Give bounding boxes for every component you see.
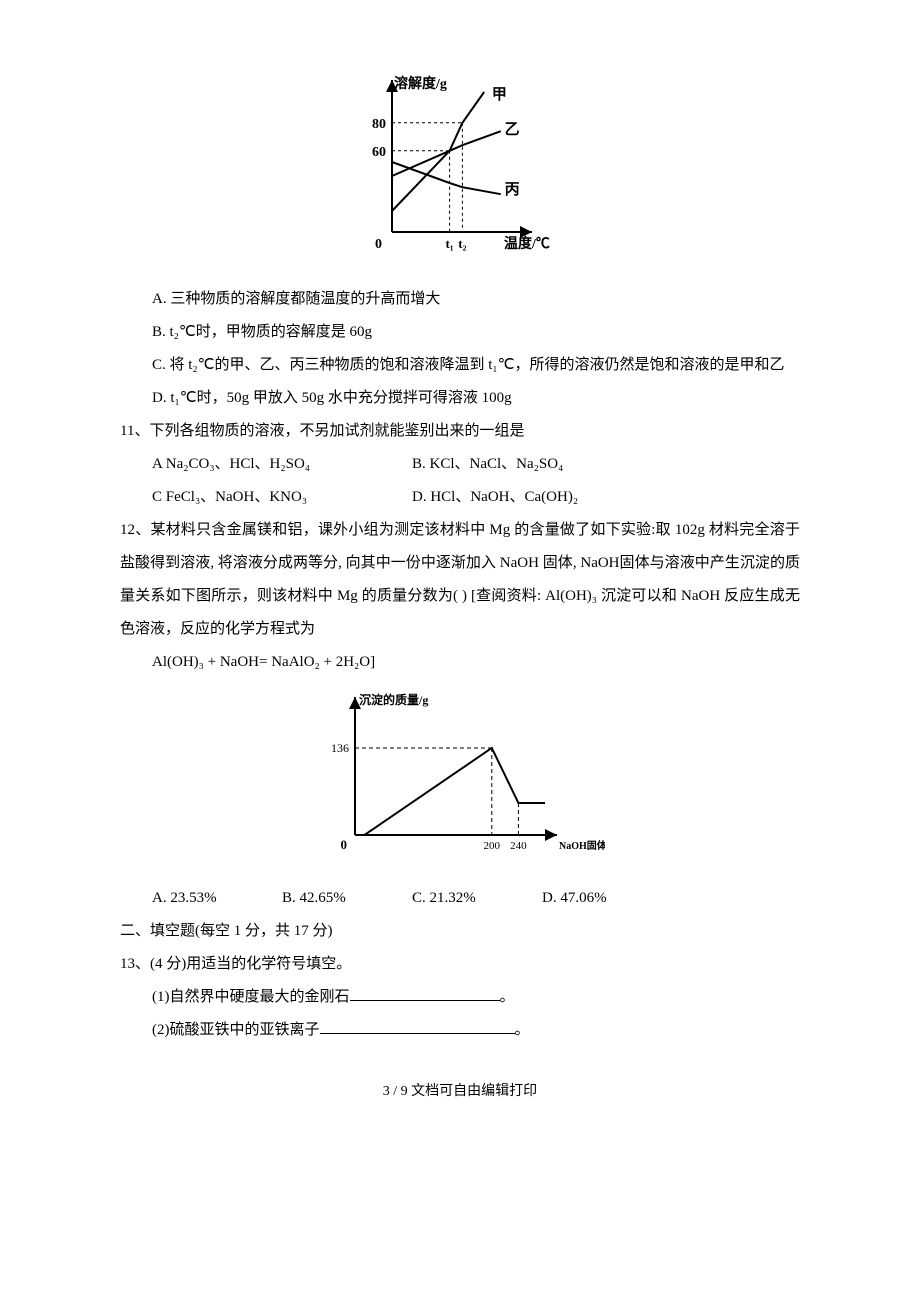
q12-stem-text: 12、某材料只含金属镁和铝，课外小组为测定该材料中 Mg 的含量做了如下实验:取… (120, 522, 800, 637)
page-content: 60 80 t₁ t₂ 0 溶解度/g 温度/℃ 甲乙丙 A. 三种物质的溶解度都随温度的升高… (120, 70, 800, 1047)
q11-stem: 11、下列各组物质的溶液，不另加试剂就能鉴别出来的一组是 (120, 415, 800, 448)
q11-row2: C FeCl₃、NaOH、KNO₃ D. HCl、NaOH、Ca(OH)₂ (120, 481, 800, 514)
page-footer: 3 / 9 文档可自由编辑打印 (120, 1077, 800, 1108)
q13-part1-pre: (1)自然界中硬度最大的金刚石 (152, 989, 350, 1005)
svg-text:甲: 甲 (492, 86, 507, 103)
q11-c-label: C (152, 489, 166, 505)
q11-b-text: KCl、NaCl、Na₂SO₄ (430, 456, 564, 472)
q12-option-b: B. 42.65% (282, 882, 412, 915)
q11-a-label: A (152, 456, 166, 472)
q11-option-d: D. HCl、NaOH、Ca(OH)₂ (412, 481, 672, 514)
solubility-chart-svg: 60 80 t₁ t₂ 0 溶解度/g 温度/℃ 甲乙丙 (350, 70, 570, 260)
q13-part1: (1)自然界中硬度最大的金刚石 。 (120, 981, 800, 1014)
precipitate-chart-svg: 136 200 240 0 沉淀的质量/g NaOH固体/g (315, 689, 605, 859)
q11-option-a: A Na₂CO₃、HCl、H₂SO₄ (152, 448, 412, 481)
svg-text:0: 0 (375, 237, 382, 252)
q10-option-b: B. t₂℃时，甲物质的容解度是 60g (120, 316, 800, 349)
q13-part2-suf: 。 (515, 1022, 530, 1038)
q12-stem: 12、某材料只含金属镁和铝，课外小组为测定该材料中 Mg 的含量做了如下实验:取… (120, 514, 800, 646)
q13-part1-suf: 。 (500, 989, 515, 1005)
svg-text:乙: 乙 (505, 122, 520, 138)
q12-option-a: A. 23.53% (152, 882, 282, 915)
blank-line-1 (350, 986, 500, 1001)
q11-option-c: C FeCl₃、NaOH、KNO₃ (152, 481, 412, 514)
svg-text:0: 0 (341, 837, 348, 852)
q12-equation: Al(OH)₃ + NaOH= NaAlO₂ + 2H₂O] (120, 646, 800, 679)
svg-text:136: 136 (331, 741, 349, 755)
q11-d-text: HCl、NaOH、Ca(OH)₂ (430, 489, 578, 505)
svg-text:t₂: t₂ (458, 236, 466, 251)
chart-precipitate: 136 200 240 0 沉淀的质量/g NaOH固体/g (120, 689, 800, 872)
q10-option-a: A. 三种物质的溶解度都随温度的升高而增大 (120, 283, 800, 316)
svg-text:240: 240 (510, 840, 527, 852)
q11-d-label: D. (412, 489, 430, 505)
q10-option-d: D. t₁℃时，50g 甲放入 50g 水中充分搅拌可得溶液 100g (120, 382, 800, 415)
q13-part2-pre: (2)硫酸亚铁中的亚铁离子 (152, 1022, 320, 1038)
q11-b-label: B. (412, 456, 430, 472)
chart-solubility: 60 80 t₁ t₂ 0 溶解度/g 温度/℃ 甲乙丙 (120, 70, 800, 273)
q11-row1: A Na₂CO₃、HCl、H₂SO₄ B. KCl、NaCl、Na₂SO₄ (120, 448, 800, 481)
q11-a-text: Na₂CO₃、HCl、H₂SO₄ (166, 456, 310, 472)
svg-text:沉淀的质量/g: 沉淀的质量/g (359, 692, 428, 707)
svg-text:NaOH固体/g: NaOH固体/g (559, 839, 605, 852)
q10-option-c: C. 将 t₂℃的甲、乙、丙三种物质的饱和溶液降温到 t₁℃，所得的溶液仍然是饱… (120, 349, 800, 382)
svg-text:溶解度/g: 溶解度/g (394, 75, 447, 92)
q11-option-b: B. KCl、NaCl、Na₂SO₄ (412, 448, 672, 481)
svg-text:温度/℃: 温度/℃ (504, 235, 550, 252)
q12-option-d: D. 47.06% (542, 882, 672, 915)
q13-part2: (2)硫酸亚铁中的亚铁离子 。 (120, 1014, 800, 1047)
svg-text:80: 80 (372, 117, 386, 132)
q12-options: A. 23.53% B. 42.65% C. 21.32% D. 47.06% (120, 882, 800, 915)
svg-text:t₁: t₁ (445, 236, 453, 251)
svg-text:60: 60 (372, 145, 386, 160)
section-2-title: 二、填空题(每空 1 分，共 17 分) (120, 915, 800, 948)
blank-line-2 (320, 1019, 515, 1034)
q13-stem: 13、(4 分)用适当的化学符号填空。 (120, 948, 800, 981)
q11-c-text: FeCl₃、NaOH、KNO₃ (166, 489, 307, 505)
q12-option-c: C. 21.32% (412, 882, 542, 915)
svg-text:200: 200 (484, 840, 501, 852)
svg-text:丙: 丙 (505, 181, 520, 198)
